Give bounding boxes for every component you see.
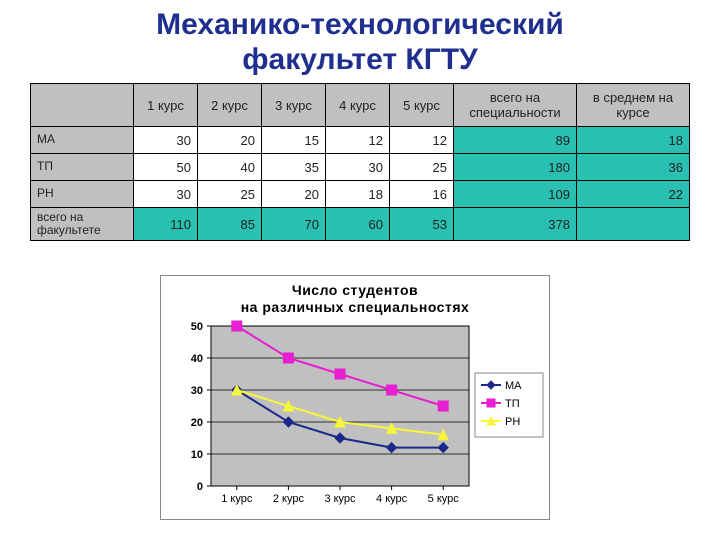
data-table: 1 курс 2 курс 3 курс 4 курс 5 курс всего… [30,83,690,241]
cell: 30 [326,154,390,181]
cell: 20 [262,181,326,208]
row-label: РН [31,181,134,208]
footer-total: 378 [454,208,577,241]
svg-text:ТП: ТП [505,398,520,410]
row-label: МА [31,127,134,154]
col-header-total: всего на специальности [454,84,577,127]
svg-text:2 курс: 2 курс [273,493,305,505]
cell: 20 [198,127,262,154]
cell: 25 [390,154,454,181]
slide-title: Механико-технологический факультет КГТУ [0,0,720,77]
col-header: 2 курс [198,84,262,127]
row-avg: 18 [577,127,690,154]
svg-text:50: 50 [191,321,203,333]
chart-container: Число студентов на различных специальнос… [160,275,550,520]
footer-cell: 70 [262,208,326,241]
svg-text:10: 10 [191,449,203,461]
table-row: МА 30 20 15 12 12 89 18 [31,127,690,154]
cell: 12 [390,127,454,154]
svg-text:3 курс: 3 курс [324,493,356,505]
footer-cell: 110 [134,208,198,241]
svg-text:РН: РН [505,416,520,428]
chart-title-line-2: на различных специальностях [241,299,470,315]
col-header: 5 курс [390,84,454,127]
col-header-blank [31,84,134,127]
footer-cell: 60 [326,208,390,241]
row-total: 180 [454,154,577,181]
cell: 16 [390,181,454,208]
cell: 40 [198,154,262,181]
svg-text:40: 40 [191,353,203,365]
line-chart: 0 10 20 30 40 50 1 курс 2 курс 3 курс 4 курс 5 кур… [161,316,549,516]
row-avg: 22 [577,181,690,208]
chart-title-line-1: Число студентов [292,282,418,298]
row-total: 109 [454,181,577,208]
cell: 35 [262,154,326,181]
cell: 15 [262,127,326,154]
svg-text:1 курс: 1 курс [221,493,253,505]
row-total: 89 [454,127,577,154]
svg-text:4 курс: 4 курс [376,493,408,505]
table-row: РН 30 25 20 18 16 109 22 [31,181,690,208]
col-header: 4 курс [326,84,390,127]
title-line-2: факультет КГТУ [0,43,720,78]
col-header-avg: в среднем на курсе [577,84,690,127]
data-table-container: 1 курс 2 курс 3 курс 4 курс 5 курс всего… [0,77,720,241]
cell: 30 [134,127,198,154]
footer-cell: 85 [198,208,262,241]
row-label: ТП [31,154,134,181]
footer-cell: 53 [390,208,454,241]
col-header: 3 курс [262,84,326,127]
cell: 50 [134,154,198,181]
svg-text:20: 20 [191,417,203,429]
cell: 25 [198,181,262,208]
cell: 30 [134,181,198,208]
svg-text:0: 0 [197,481,203,493]
svg-text:МА: МА [505,380,522,392]
svg-text:30: 30 [191,385,203,397]
row-avg: 36 [577,154,690,181]
col-header: 1 курс [134,84,198,127]
svg-text:5 курс: 5 курс [428,493,460,505]
footer-label: всего на факультете [31,208,134,241]
title-line-1: Механико-технологический [0,8,720,43]
table-row: ТП 50 40 35 30 25 180 36 [31,154,690,181]
cell: 12 [326,127,390,154]
footer-blank [577,208,690,241]
cell: 18 [326,181,390,208]
table-footer-row: всего на факультете 110 85 70 60 53 378 [31,208,690,241]
chart-title: Число студентов на различных специальнос… [161,276,549,316]
